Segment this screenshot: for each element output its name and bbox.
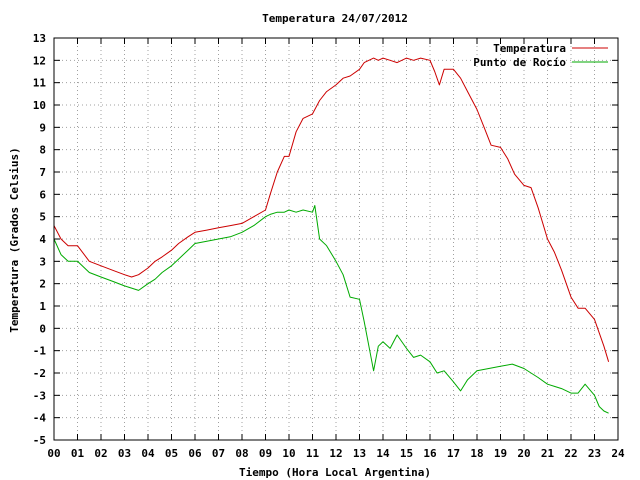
x-tick-label: 22 bbox=[564, 447, 577, 460]
x-tick-label: 08 bbox=[235, 447, 248, 460]
x-tick-label: 01 bbox=[71, 447, 85, 460]
x-tick-label: 06 bbox=[188, 447, 202, 460]
x-tick-label: 09 bbox=[259, 447, 272, 460]
x-tick-label: 16 bbox=[423, 447, 437, 460]
x-tick-label: 20 bbox=[517, 447, 530, 460]
y-tick-label: 5 bbox=[39, 211, 46, 224]
legend-label: Temperatura bbox=[493, 42, 566, 55]
x-tick-label: 00 bbox=[47, 447, 60, 460]
y-tick-label: 1 bbox=[39, 300, 46, 313]
y-tick-label: 12 bbox=[33, 54, 46, 67]
y-tick-label: 0 bbox=[39, 322, 46, 335]
series-line-1 bbox=[53, 205, 609, 414]
y-tick-label: 3 bbox=[39, 255, 46, 268]
x-tick-label: 24 bbox=[611, 447, 625, 460]
y-tick-label: 13 bbox=[33, 32, 46, 45]
x-tick-label: 19 bbox=[494, 447, 507, 460]
y-tick-label: -5 bbox=[33, 434, 46, 447]
y-tick-label: 2 bbox=[39, 278, 46, 291]
y-tick-label: -1 bbox=[33, 345, 47, 358]
x-tick-label: 17 bbox=[447, 447, 460, 460]
x-tick-label: 05 bbox=[165, 447, 178, 460]
x-tick-label: 04 bbox=[141, 447, 155, 460]
y-axis-label: Temperatura (Grados Celsius) bbox=[8, 147, 21, 332]
y-tick-label: 6 bbox=[39, 188, 46, 201]
series-lines bbox=[53, 57, 610, 414]
y-tick-label: 8 bbox=[39, 144, 46, 157]
x-tick-label: 03 bbox=[118, 447, 131, 460]
x-tick-label: 11 bbox=[306, 447, 320, 460]
x-tick-label: 21 bbox=[541, 447, 555, 460]
chart-title: Temperatura 24/07/2012 bbox=[262, 12, 408, 25]
y-tick-label: -4 bbox=[33, 412, 47, 425]
y-tick-label: 11 bbox=[33, 77, 47, 90]
x-tick-label: 23 bbox=[588, 447, 601, 460]
x-axis-label: Tiempo (Hora Local Argentina) bbox=[239, 466, 431, 479]
x-tick-label: 07 bbox=[212, 447, 225, 460]
series-line-0 bbox=[53, 57, 610, 362]
x-tick-label: 18 bbox=[470, 447, 483, 460]
y-tick-label: -2 bbox=[33, 367, 46, 380]
x-tick-label: 12 bbox=[329, 447, 342, 460]
x-tick-label: 10 bbox=[282, 447, 295, 460]
y-tick-label: 10 bbox=[33, 99, 46, 112]
x-tick-label: 02 bbox=[94, 447, 107, 460]
legend-label: Punto de Rocío bbox=[473, 56, 566, 69]
grid bbox=[54, 38, 618, 440]
y-tick-label: -3 bbox=[33, 389, 46, 402]
x-tick-label: 15 bbox=[400, 447, 413, 460]
x-tick-label: 14 bbox=[376, 447, 390, 460]
x-tick-label: 13 bbox=[353, 447, 366, 460]
y-tick-label: 9 bbox=[39, 121, 46, 134]
y-tick-label: 4 bbox=[39, 233, 46, 246]
y-tick-label: 7 bbox=[39, 166, 46, 179]
